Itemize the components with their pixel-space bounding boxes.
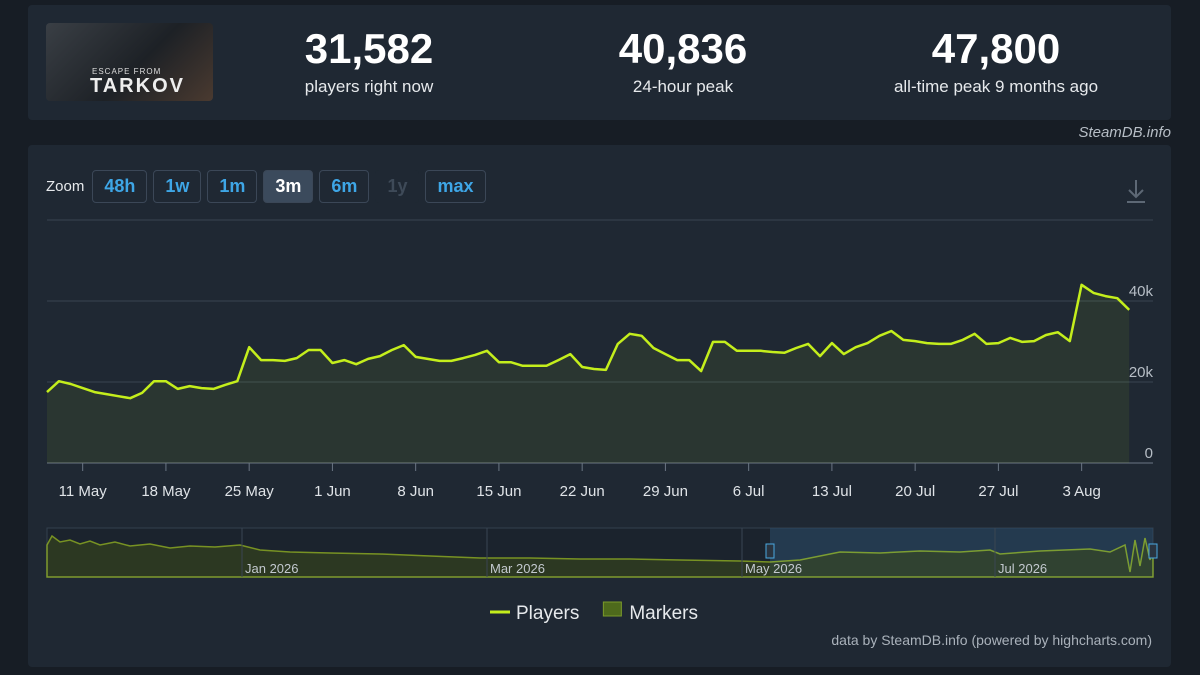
legend-symbol bbox=[602, 601, 622, 617]
legend-label[interactable]: Markers bbox=[629, 603, 698, 624]
x-tick-label: 20 Jul bbox=[895, 483, 935, 500]
zoom-bar: Zoom 48h 1w 1m 3m 6m 1y max bbox=[46, 170, 486, 203]
stat-value: 47,800 bbox=[931, 25, 1061, 72]
navigator-label: Mar 2026 bbox=[490, 561, 545, 576]
download-icon[interactable] bbox=[1127, 180, 1145, 203]
x-tick-label: 25 May bbox=[225, 483, 275, 500]
y-tick-label: 20k bbox=[1129, 364, 1154, 381]
x-tick-label: 18 May bbox=[141, 483, 191, 500]
zoom-button[interactable]: 6m bbox=[319, 170, 370, 203]
stat-label: 24-hour peak bbox=[632, 77, 734, 96]
chart-credit[interactable]: data by SteamDB.info (powered by highcha… bbox=[831, 632, 1152, 648]
x-tick-label: 1 Jun bbox=[314, 483, 351, 500]
navigator-label: May 2026 bbox=[745, 561, 802, 576]
stat-value: 40,836 bbox=[618, 25, 748, 72]
zoom-button[interactable]: 1m bbox=[207, 170, 258, 203]
zoom-button: 1y bbox=[375, 170, 420, 203]
legend-label[interactable]: Players bbox=[516, 603, 579, 624]
x-tick-label: 27 Jul bbox=[978, 483, 1018, 500]
x-tick-label: 13 Jul bbox=[812, 483, 852, 500]
series-area bbox=[47, 284, 1130, 463]
y-tick-label: 40k bbox=[1129, 283, 1154, 300]
x-tick-label: 3 Aug bbox=[1062, 483, 1100, 500]
x-tick-label: 29 Jun bbox=[643, 483, 688, 500]
chart-card: Zoom 48h 1w 1m 3m 6m 1y max bbox=[28, 145, 1171, 667]
navigator-series bbox=[46, 534, 1154, 578]
x-tick-label: 6 Jul bbox=[733, 483, 765, 500]
stat: 47,800 all-time peak 9 months ago bbox=[866, 25, 1126, 97]
series-line bbox=[46, 283, 1131, 400]
zoom-button[interactable]: max bbox=[425, 170, 486, 203]
zoom-button[interactable]: 48h bbox=[92, 170, 148, 203]
stat-value: 31,582 bbox=[304, 25, 434, 72]
stat-label: all-time peak 9 months ago bbox=[893, 77, 1099, 96]
x-tick-label: 8 Jun bbox=[397, 483, 434, 500]
stat-label: players right now bbox=[304, 77, 434, 96]
zoom-button[interactable]: 3m bbox=[263, 170, 314, 203]
navigator-handle[interactable] bbox=[1148, 543, 1158, 559]
navigator-label: Jan 2026 bbox=[245, 561, 299, 576]
x-tick-label: 15 Jun bbox=[476, 483, 521, 500]
logo-line: ESCAPE FROM bbox=[92, 67, 162, 76]
stat: 31,582 players right now bbox=[239, 25, 499, 97]
navigator-label: Jul 2026 bbox=[998, 561, 1047, 576]
stat: 40,836 24-hour peak bbox=[553, 25, 813, 97]
zoom-label: Zoom bbox=[46, 178, 85, 195]
zoom-button[interactable]: 1w bbox=[153, 170, 202, 203]
source-credit[interactable]: SteamDB.info bbox=[1078, 124, 1171, 141]
navigator-handle[interactable] bbox=[765, 543, 775, 559]
logo-title: TARKOV bbox=[90, 75, 185, 97]
x-tick-label: 11 May bbox=[59, 483, 108, 500]
summary-card: ESCAPE FROM TARKOV 31,582 players right … bbox=[28, 5, 1171, 120]
y-tick-label: 0 bbox=[1145, 445, 1153, 462]
x-tick-label: 22 Jun bbox=[560, 483, 605, 500]
game-logo: ESCAPE FROM TARKOV bbox=[46, 23, 213, 101]
